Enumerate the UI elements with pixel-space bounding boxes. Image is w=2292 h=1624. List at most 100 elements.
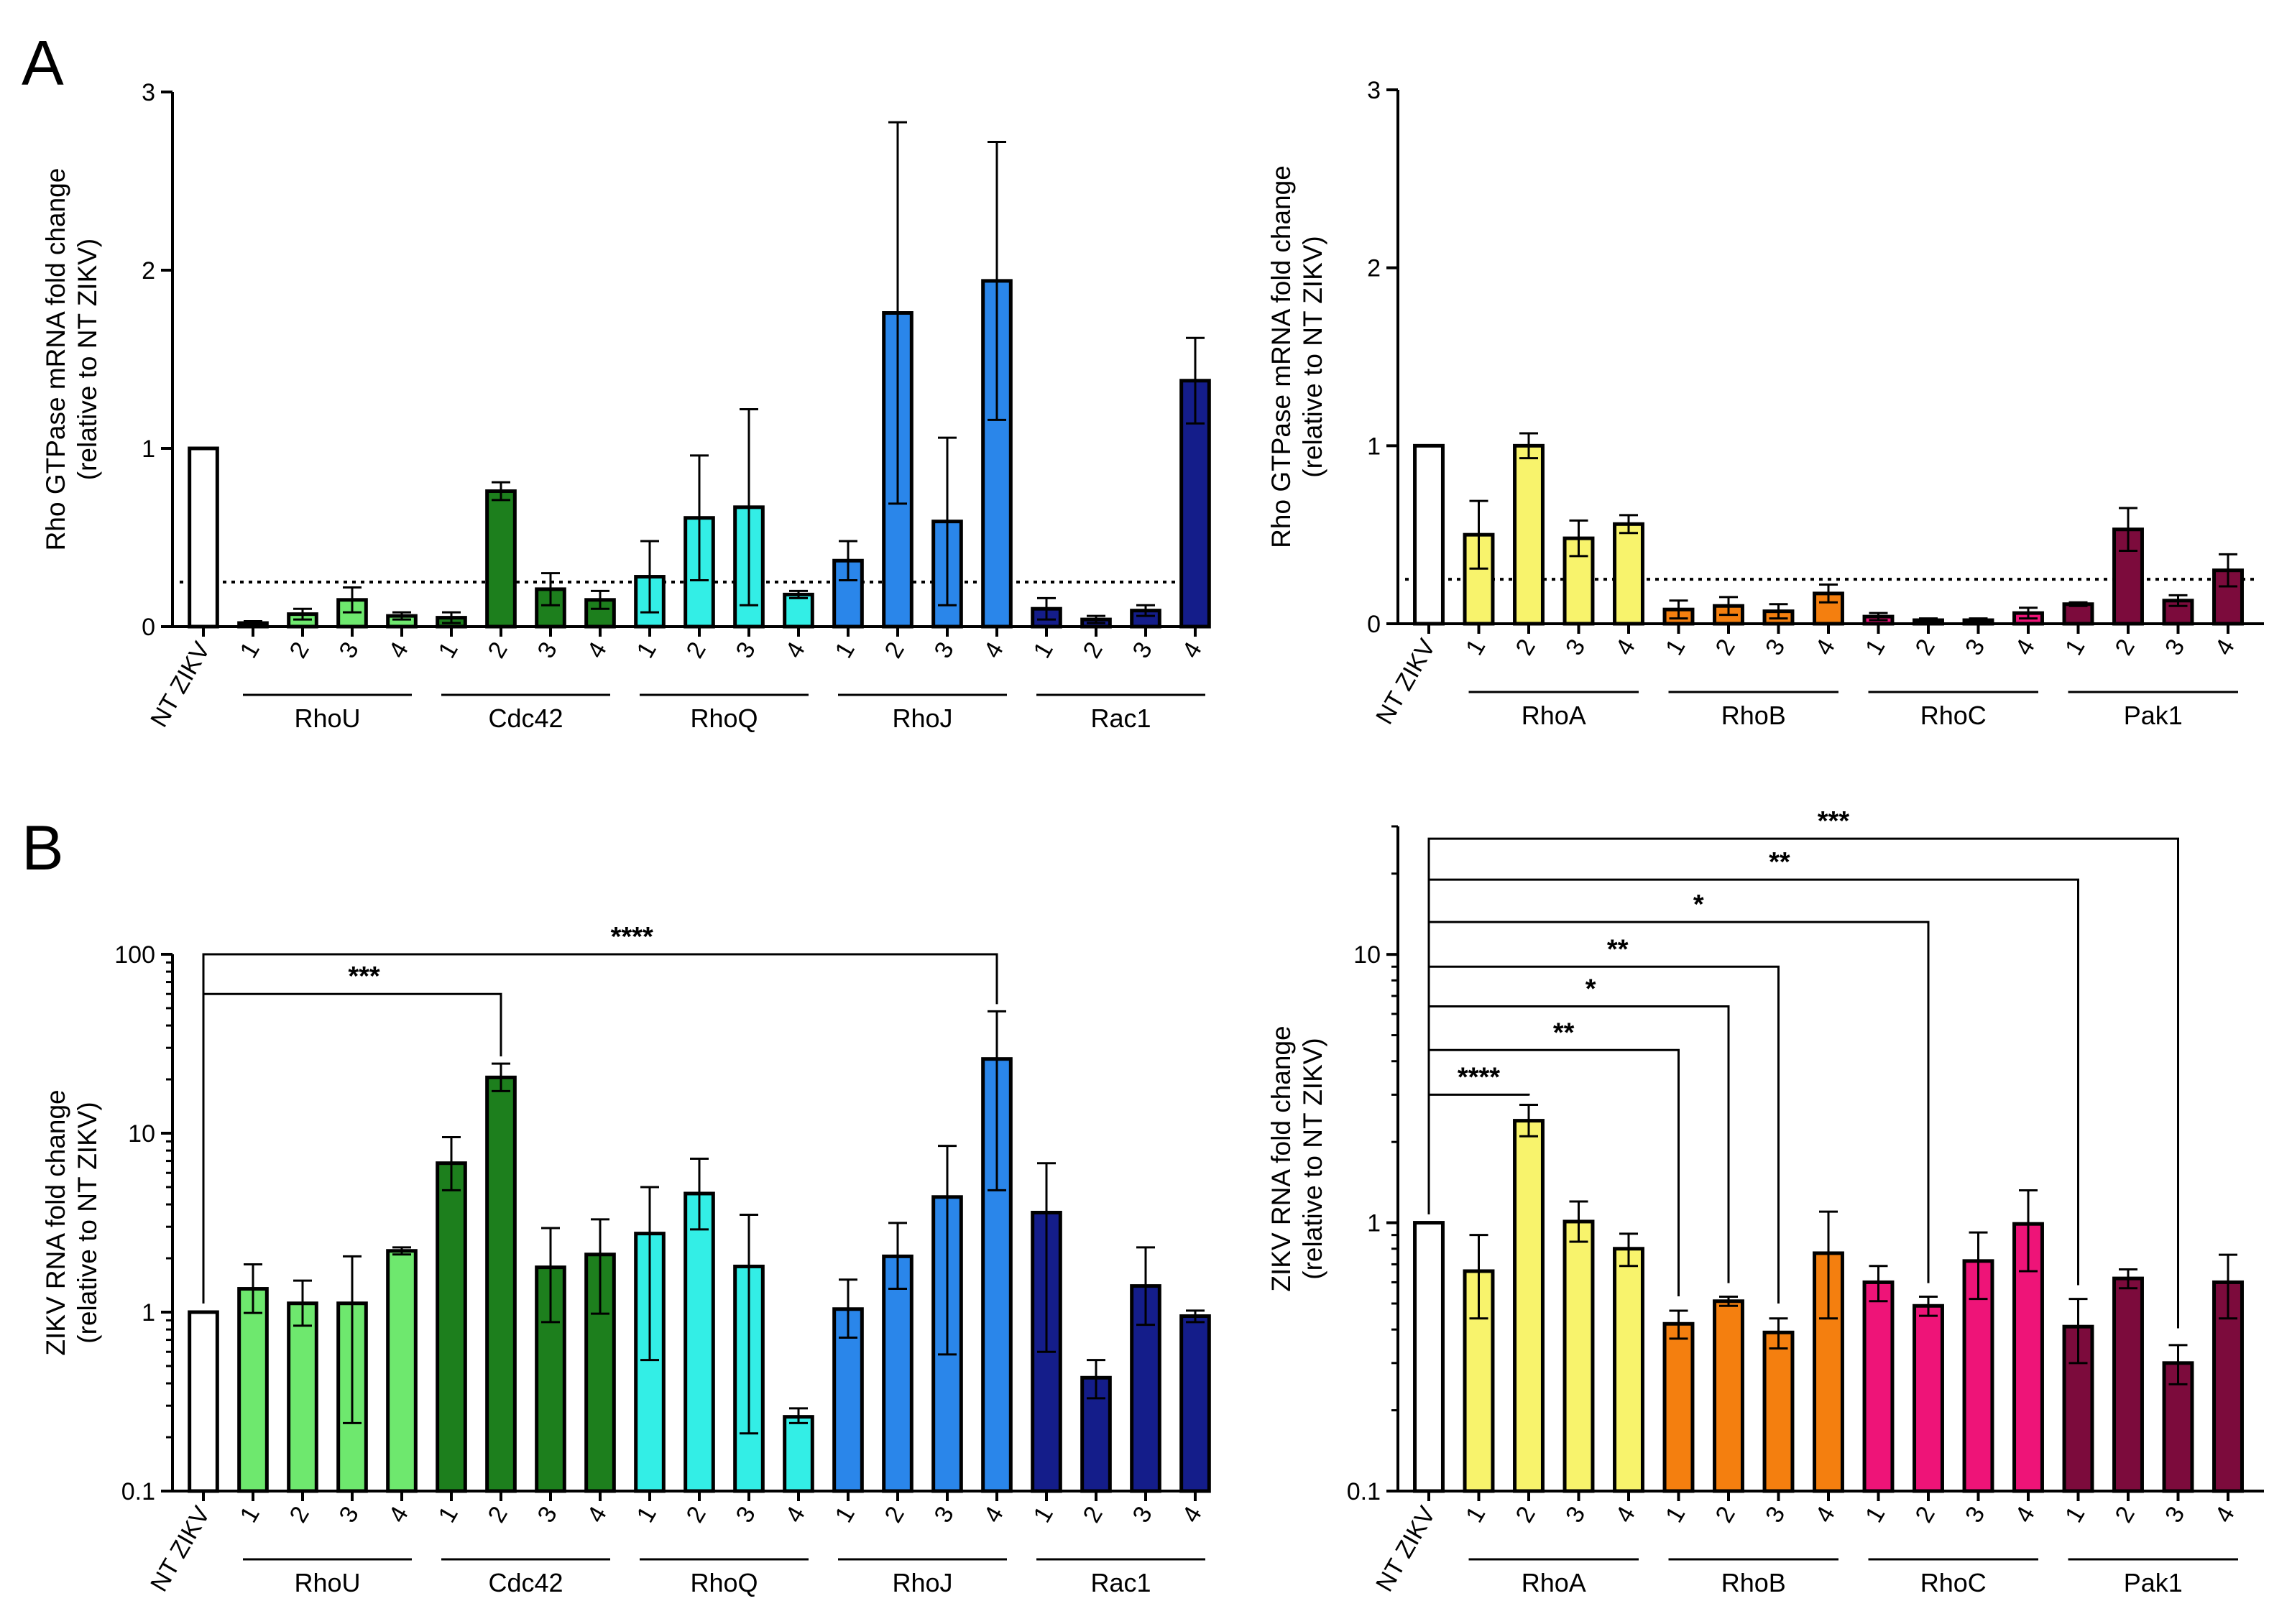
x-tick-label: 1 xyxy=(235,1502,265,1527)
significance-label: * xyxy=(1585,974,1596,1005)
group-label: RhoC xyxy=(1920,701,1987,730)
x-tick-label: 1 xyxy=(433,637,464,663)
group-label: RhoA xyxy=(1522,701,1586,730)
x-tick-label: 3 xyxy=(2160,635,2190,660)
x-tick-label: 1 xyxy=(1860,1502,1890,1527)
y-axis-title-line: (relative to NT ZIKV) xyxy=(1298,236,1327,478)
group-label: Pak1 xyxy=(2124,701,2183,730)
x-tick-label: 3 xyxy=(533,637,563,663)
x-tick-label: 4 xyxy=(1810,1502,1841,1527)
significance-label: *** xyxy=(348,961,380,992)
bar xyxy=(1613,522,1644,626)
bar xyxy=(2112,1276,2144,1493)
x-tick-label: 2 xyxy=(285,1502,315,1527)
y-tick-label: 3 xyxy=(1367,77,1381,104)
group-label: Rac1 xyxy=(1090,1568,1151,1597)
significance-label: **** xyxy=(1458,1062,1500,1092)
significance-bracket xyxy=(1427,965,1780,1304)
y-axis-title-line: (relative to NT ZIKV) xyxy=(73,1102,102,1344)
x-tick-label: 4 xyxy=(2010,635,2040,660)
x-tick-label: 1 xyxy=(1460,635,1491,660)
bar xyxy=(2062,602,2094,626)
x-tick-label: 3 xyxy=(1760,635,1790,660)
panel-label-b: B xyxy=(22,812,64,883)
group-label: RhoB xyxy=(1721,1568,1786,1597)
bar xyxy=(1413,1221,1445,1493)
y-axis-title: Rho GTPase mRNA fold change(relative to … xyxy=(41,168,102,551)
group-label: Pak1 xyxy=(2124,1568,2183,1597)
x-tick-label: 3 xyxy=(1960,635,1990,660)
x-tick-label: 3 xyxy=(1128,637,1158,663)
x-tick-label: 4 xyxy=(781,637,811,663)
group-label: RhoC xyxy=(1920,1568,1987,1597)
group-label: RhoQ xyxy=(690,1568,758,1597)
group-label: RhoA xyxy=(1522,1568,1586,1597)
y-tick-label: 1 xyxy=(1367,433,1381,460)
x-tick-label: NT ZIKV xyxy=(145,637,216,732)
panel-label-a: A xyxy=(22,27,64,98)
x-tick-label: 4 xyxy=(1177,637,1207,663)
y-tick-label: 1 xyxy=(142,1299,155,1327)
x-tick-label: 1 xyxy=(1028,1502,1059,1527)
x-tick-label: 4 xyxy=(1611,635,1641,660)
x-tick-label: 2 xyxy=(2110,1502,2140,1527)
x-tick-label: 3 xyxy=(929,1502,959,1527)
bar xyxy=(1413,443,1445,626)
x-tick-label: NT ZIKV xyxy=(1371,635,1441,729)
significance-label: * xyxy=(1693,890,1704,920)
x-tick-label: 3 xyxy=(929,637,959,663)
group-label: RhoU xyxy=(294,1568,360,1597)
y-axis-title-line: ZIKV RNA fold change xyxy=(41,1089,70,1355)
x-tick-label: 2 xyxy=(1078,637,1108,663)
x-tick-label: 2 xyxy=(1711,1502,1741,1527)
x-tick-label: 1 xyxy=(1660,1502,1690,1527)
group-label: RhoU xyxy=(294,703,360,733)
x-tick-label: 1 xyxy=(1028,637,1059,663)
bar xyxy=(783,592,814,629)
bar xyxy=(882,1254,913,1493)
bar xyxy=(1862,1280,1895,1493)
y-axis-title: ZIKV RNA fold change(relative to NT ZIKV… xyxy=(1266,1025,1327,1291)
y-tick-label: 1 xyxy=(1367,1210,1381,1237)
group-label: RhoB xyxy=(1721,701,1786,730)
x-tick-label: 2 xyxy=(483,637,513,663)
x-tick-label: 2 xyxy=(285,637,315,663)
group-label: RhoJ xyxy=(892,1568,952,1597)
x-tick-label: 2 xyxy=(681,1502,712,1527)
x-tick-label: 1 xyxy=(2060,635,2090,660)
x-tick-label: 3 xyxy=(731,637,761,663)
x-tick-label: 1 xyxy=(632,637,662,663)
x-tick-label: 2 xyxy=(681,637,712,663)
y-tick-label: 0.1 xyxy=(1347,1478,1381,1505)
x-tick-label: 4 xyxy=(1611,1502,1641,1527)
y-axis-title-line: Rho GTPase mRNA fold change xyxy=(1266,165,1296,548)
significance-label: ** xyxy=(1553,1018,1575,1048)
x-tick-label: 2 xyxy=(1078,1502,1108,1527)
x-tick-label: 2 xyxy=(1910,635,1941,660)
group-label: RhoJ xyxy=(892,703,952,733)
significance-label: *** xyxy=(1818,806,1850,836)
significance-bracket xyxy=(202,953,998,1304)
x-tick-label: 3 xyxy=(1960,1502,1990,1527)
y-axis-title-line: Rho GTPase mRNA fold change xyxy=(41,168,70,551)
bar xyxy=(1713,1299,1744,1493)
y-tick-label: 0 xyxy=(142,614,155,641)
x-tick-label: 2 xyxy=(880,637,910,663)
x-tick-label: 4 xyxy=(2010,1502,2040,1527)
bar xyxy=(188,1310,219,1493)
bar xyxy=(1513,443,1545,626)
x-tick-label: 4 xyxy=(1810,635,1841,660)
x-tick-label: 4 xyxy=(781,1502,811,1527)
x-tick-label: 4 xyxy=(2210,635,2240,660)
x-tick-label: 2 xyxy=(880,1502,910,1527)
y-tick-label: 1 xyxy=(142,435,155,463)
y-tick-label: 0.1 xyxy=(121,1478,155,1505)
x-tick-label: 4 xyxy=(979,637,1009,663)
bar xyxy=(684,1191,715,1493)
bar xyxy=(1662,1321,1695,1493)
bar xyxy=(1762,1330,1795,1493)
bar xyxy=(783,1415,814,1493)
x-tick-label: 1 xyxy=(235,637,265,663)
